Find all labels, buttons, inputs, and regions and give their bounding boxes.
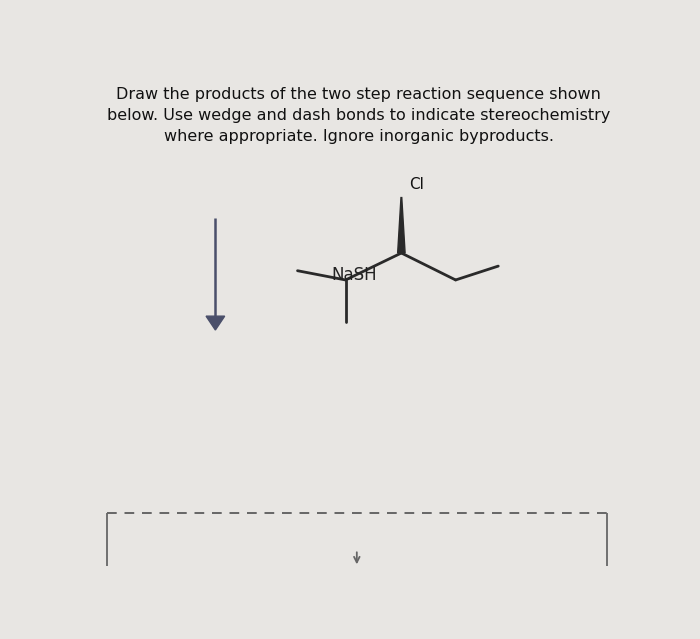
Text: Draw the products of the two step reaction sequence shown
below. Use wedge and d: Draw the products of the two step reacti… [107,88,610,144]
Polygon shape [206,316,225,330]
Text: Cl: Cl [409,177,424,192]
Text: NaSH: NaSH [332,266,377,284]
Polygon shape [398,197,405,253]
